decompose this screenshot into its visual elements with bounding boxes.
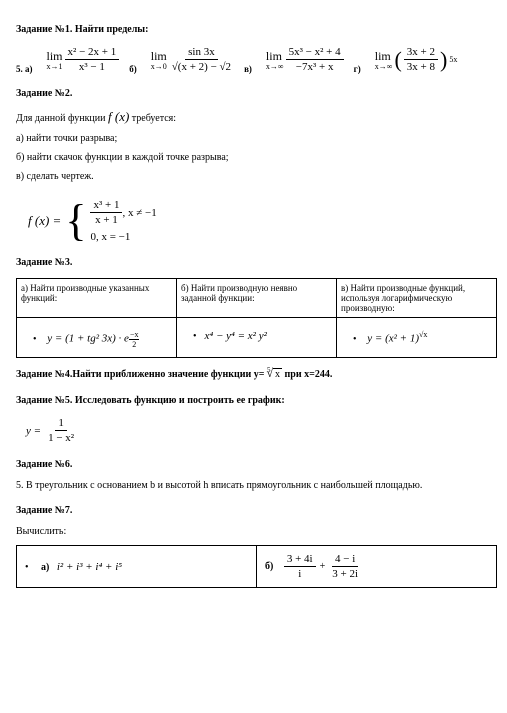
case1-den: x + 1 <box>92 213 121 227</box>
task7-a-expr: i² + i³ + i⁴ + i⁵ <box>57 561 122 573</box>
task2-b: б) найти скачок функции в каждой точке р… <box>16 152 497 163</box>
task6-body: 5. В треугольник с основанием b и высото… <box>16 480 497 491</box>
lim-sub-g: x→∞ <box>375 62 393 71</box>
paren-close: ) <box>440 51 447 69</box>
task3-cell-b: x⁴ − y⁴ = x² y² <box>181 322 332 346</box>
task6-title: Задание №6. <box>16 459 497 470</box>
task2-title: Задание №2. <box>16 88 497 99</box>
num-v: 5x³ − x² + 4 <box>286 45 344 60</box>
task4-pre: Задание №4.Найти приближенно значение фу… <box>16 369 267 380</box>
task2-c: в) сделать чертеж. <box>16 171 497 182</box>
brace-icon: { <box>65 203 86 239</box>
task3-head-a: а) Найти производные указанных функций: <box>17 279 177 318</box>
lim-v: limx→∞ 5x³ − x² + 4−7x³ + x <box>266 45 344 74</box>
plus: + <box>320 561 326 572</box>
task4-post: при x=244. <box>285 369 333 380</box>
task2-func: f (x) = { x³ + 1x + 1 , x ≠ −1 0, x = −1 <box>28 198 157 243</box>
task7-b-lead: б) <box>265 561 273 572</box>
task1-title: Задание №1. Найти пределы: <box>16 24 497 35</box>
case2: 0, x = −1 <box>90 231 156 243</box>
lead-b: б) <box>129 64 137 74</box>
cell-a-main: y = (1 + tg² 3x) · e <box>47 333 129 345</box>
task2-intro-pre: Для данной функции <box>16 113 108 124</box>
lead-v: в) <box>244 64 252 74</box>
cell-a-exp-num: x <box>134 330 138 339</box>
task3-head-c: в) Найти производные функций, используя … <box>337 279 497 318</box>
task3-cell-c: y = (x² + 1)√x <box>341 322 492 349</box>
sqrt-icon: √ <box>266 366 273 380</box>
f1d: i <box>295 567 304 581</box>
lim-g: limx→∞ ( 3x + 23x + 8 )5x <box>375 45 458 74</box>
den-v: −7x³ + x <box>293 60 337 74</box>
lead-g: г) <box>354 64 361 74</box>
exp-g: 5x <box>449 55 457 64</box>
task7-a-lead: а) <box>41 562 49 573</box>
paren-open: ( <box>394 51 401 69</box>
f1n: 3 + 4i <box>284 552 316 567</box>
den-g: 3x + 8 <box>404 60 438 74</box>
lead-a: 5. а) <box>16 64 33 74</box>
f2n: 4 − i <box>332 552 358 567</box>
task2-fx: f (x) <box>108 109 129 124</box>
task7-b: б) 3 + 4ii + 4 − i3 + 2i <box>265 552 488 581</box>
task4-root-body: x <box>273 368 282 380</box>
task5-den: 1 − x² <box>45 431 77 445</box>
task7-table: а) i² + i³ + i⁴ + i⁵ б) 3 + 4ii + 4 − i3… <box>16 545 497 588</box>
cell-b-main: x⁴ − y⁴ = x² y² <box>205 330 267 342</box>
task1-limits: 5. а) limx→1 x² − 2x + 1x³ − 1 б) limx→0… <box>16 45 497 74</box>
num-b: sin 3x <box>185 45 218 60</box>
task7-a: а) i² + i³ + i⁴ + i⁵ <box>25 562 122 573</box>
task3-head-b: б) Найти производную неявно заданной фун… <box>177 279 337 318</box>
lim-a: limx→1 x² − 2x + 1x³ − 1 <box>47 45 120 74</box>
task5-num: 1 <box>55 416 67 431</box>
task2-intro-post: требуется: <box>132 113 176 124</box>
num-a: x² − 2x + 1 <box>65 45 120 60</box>
f2d: 3 + 2i <box>329 567 361 581</box>
task5-title: Задание №5. Исследовать функцию и постро… <box>16 395 497 406</box>
cell-c-exp: √x <box>419 330 427 339</box>
task2-intro: Для данной функции f (x) требуется: <box>16 109 497 125</box>
cell-a-exp-den: 2 <box>132 340 136 349</box>
num-g: 3x + 2 <box>404 45 438 60</box>
task2-a: а) найти точки разрыва; <box>16 133 497 144</box>
task5-func: y = 11 − x² <box>26 416 497 445</box>
lim-sub-b: x→0 <box>151 62 167 71</box>
task4: Задание №4.Найти приближенно значение фу… <box>16 366 497 381</box>
case1-num: x³ + 1 <box>90 198 122 213</box>
case1-cond: , x ≠ −1 <box>122 207 156 219</box>
task7-sub: Вычислить: <box>16 526 497 537</box>
den-b: √(x + 2) − √2 <box>169 60 234 74</box>
lim-b: limx→0 sin 3x√(x + 2) − √2 <box>151 45 234 74</box>
task3-title: Задание №3. <box>16 257 497 268</box>
lim-sub-a: x→1 <box>47 62 63 71</box>
task7-title: Задание №7. <box>16 505 497 516</box>
cell-c-main: y = (x² + 1) <box>367 333 419 345</box>
task2-lhs: f (x) = <box>28 213 61 229</box>
den-a: x³ − 1 <box>76 60 108 74</box>
lim-sub-v: x→∞ <box>266 62 284 71</box>
task5-y: y = <box>26 425 41 437</box>
task3-cell-a: y = (1 + tg² 3x) · e−x2 <box>21 322 172 353</box>
task3-table: а) Найти производные указанных функций: … <box>16 278 497 358</box>
